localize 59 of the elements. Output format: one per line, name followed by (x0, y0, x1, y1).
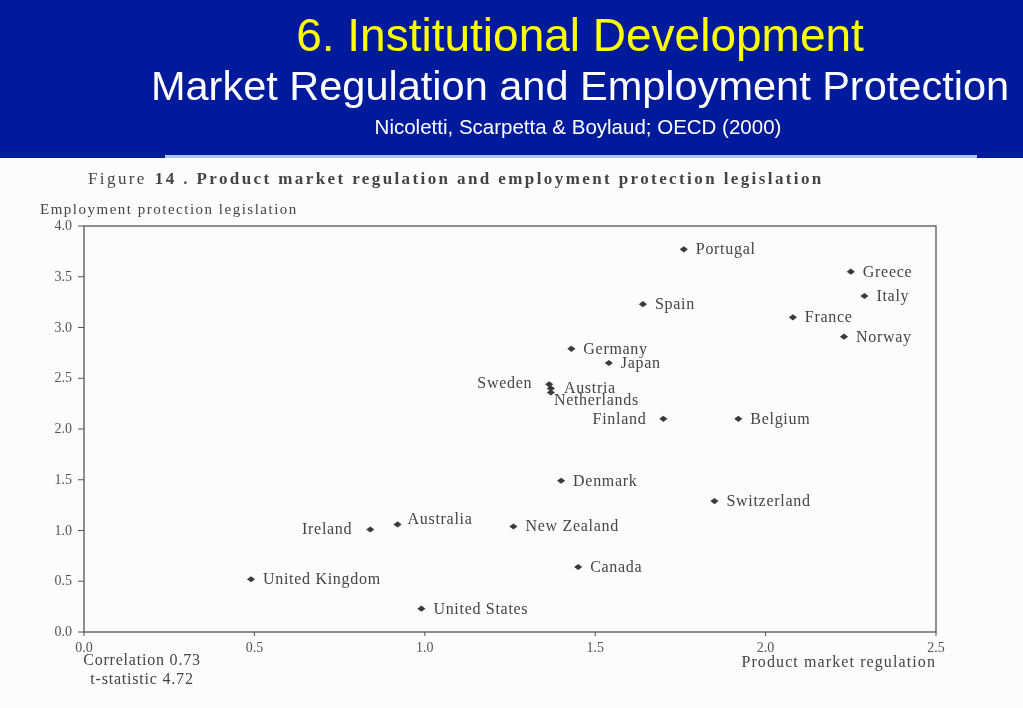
series-label: Belgium (750, 409, 811, 428)
y-tick-label: 0.0 (54, 624, 72, 639)
series-label: Sweden (477, 374, 533, 392)
x-tick-label: 2.0 (756, 640, 775, 655)
point (734, 415, 743, 422)
point (509, 523, 518, 530)
x-tick-label: 1.0 (416, 640, 434, 655)
x-axis-title: Product market regulation (741, 653, 936, 671)
series-label: Spain (654, 295, 695, 314)
series-label: United Kingdom (262, 570, 381, 589)
point (860, 292, 869, 300)
point (839, 333, 849, 340)
point (604, 359, 613, 367)
series-label: Norway (855, 327, 912, 346)
point (417, 605, 426, 612)
point (557, 477, 566, 484)
point (567, 345, 576, 352)
point (638, 301, 647, 308)
series-label: Canada (590, 558, 643, 576)
point (846, 268, 855, 275)
y-tick-label: 1.5 (54, 471, 72, 487)
x-tick-label: 1.5 (586, 640, 604, 655)
series-label: Greece (862, 262, 913, 280)
chart-subtitle: Market Regulation and Employment Protection (150, 62, 1010, 109)
point (710, 498, 719, 505)
point (545, 381, 554, 388)
series-label: France (804, 308, 853, 326)
chart-title: 6. Institutional Development (296, 9, 865, 61)
series-label: Switzerland (726, 492, 811, 510)
caption: Figure 14 . Product market regulation and employment protection legislation (88, 169, 824, 188)
point (659, 415, 668, 422)
text: t-statistic 4.72 (90, 670, 194, 687)
y-tick-label: 4.0 (54, 218, 72, 233)
series-label: Italy (876, 287, 910, 306)
point (546, 389, 555, 396)
series-label: Portugal (695, 240, 756, 259)
text: Nicoletti, Scarpetta & Boylaud; OECD (2000) (374, 115, 782, 138)
series-label: Finland (592, 409, 647, 427)
point (393, 521, 402, 528)
y-tick-label: 2.0 (54, 421, 72, 436)
point (679, 246, 688, 253)
x-tick-label: 0.5 (245, 640, 264, 655)
x-tick-label: 2.5 (927, 640, 945, 655)
series-label: Germany (583, 339, 648, 358)
series-label: New Zealand (525, 517, 619, 535)
point (246, 576, 256, 583)
y-tick-label: 0.5 (54, 573, 72, 589)
y-tick-label: 3.5 (54, 268, 72, 284)
series-label: United States (433, 599, 529, 617)
point (574, 563, 583, 571)
series-label: Denmark (573, 471, 638, 489)
point (366, 526, 375, 533)
y-tick-label: 3.0 (54, 319, 72, 335)
series-label: Ireland (302, 520, 353, 538)
point (788, 314, 797, 321)
series-label: Australia (407, 510, 473, 528)
y-axis-title: Employment protection legislation (40, 201, 298, 217)
y-tick-label: 2.5 (54, 370, 72, 386)
y-tick-label: 1.0 (54, 522, 72, 538)
